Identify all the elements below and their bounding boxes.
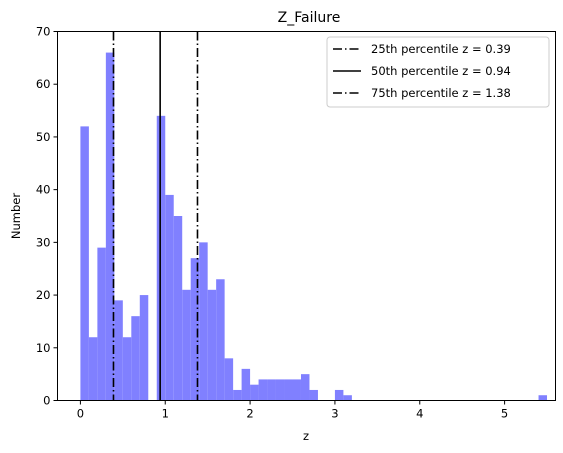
histogram-bar [216,279,225,401]
chart-title: Z_Failure [278,10,341,26]
legend-box [326,36,550,108]
percentile-lines [112,31,199,401]
legend-label-2: 50th percentile z = 0.94 [371,64,511,78]
y-tick-label: 40 [36,183,51,197]
y-axis-ticks: 0 10 20 30 40 50 60 70 [36,25,58,408]
y-tick-label: 0 [43,394,50,408]
histogram-bar [233,389,242,401]
legend: 25th percentile z = 0.39 50th percentile … [326,36,550,108]
y-tick-label: 20 [36,288,51,302]
x-tick-label: 2 [246,407,253,421]
histogram-bar [292,379,301,401]
histogram-bar [207,289,217,401]
x-tick-label: 1 [162,407,169,421]
histogram-bar [275,379,285,401]
histogram-bar [165,194,174,401]
histogram-bar [114,300,123,401]
histogram-bar [182,289,191,401]
histogram-bar [267,379,276,401]
histogram-bar [80,126,89,401]
y-axis-label: Number [9,193,23,239]
x-tick-label: 3 [331,407,338,421]
histogram-bar [241,368,251,401]
histogram-bar [199,242,208,401]
histogram-bar [156,115,166,401]
legend-label-1: 25th percentile z = 0.39 [371,42,511,56]
histogram-bar [343,395,352,401]
histogram-bar [173,216,183,401]
x-tick-label: 0 [77,407,84,421]
x-axis-ticks: 0 1 2 3 4 5 [77,400,508,421]
histogram-bar [139,295,149,401]
histogram-bar [131,316,140,401]
x-axis-label: z [303,429,309,443]
histogram-bar [250,384,259,401]
y-tick-label: 70 [36,25,51,39]
legend-label-3: 75th percentile z = 1.38 [371,86,511,100]
histogram-bar [334,389,344,401]
x-tick-label: 5 [501,407,508,421]
x-tick-label: 4 [416,407,423,421]
y-tick-label: 30 [36,235,51,249]
histogram-bar [224,358,234,401]
histogram-bar [190,258,200,401]
histogram-bar [97,247,106,401]
y-tick-label: 50 [36,130,51,144]
histogram-bar [284,379,293,401]
y-tick-label: 60 [36,77,51,91]
histogram-bars [80,52,548,401]
y-tick-label: 10 [36,341,51,355]
histogram-bar [88,337,98,401]
histogram-bar [538,395,548,401]
histogram-bar [122,337,132,401]
histogram-bar [300,374,310,401]
plot-frame [57,31,556,401]
histogram-bar [258,379,268,401]
histogram-bar [105,52,115,401]
histogram-bar [309,389,318,401]
